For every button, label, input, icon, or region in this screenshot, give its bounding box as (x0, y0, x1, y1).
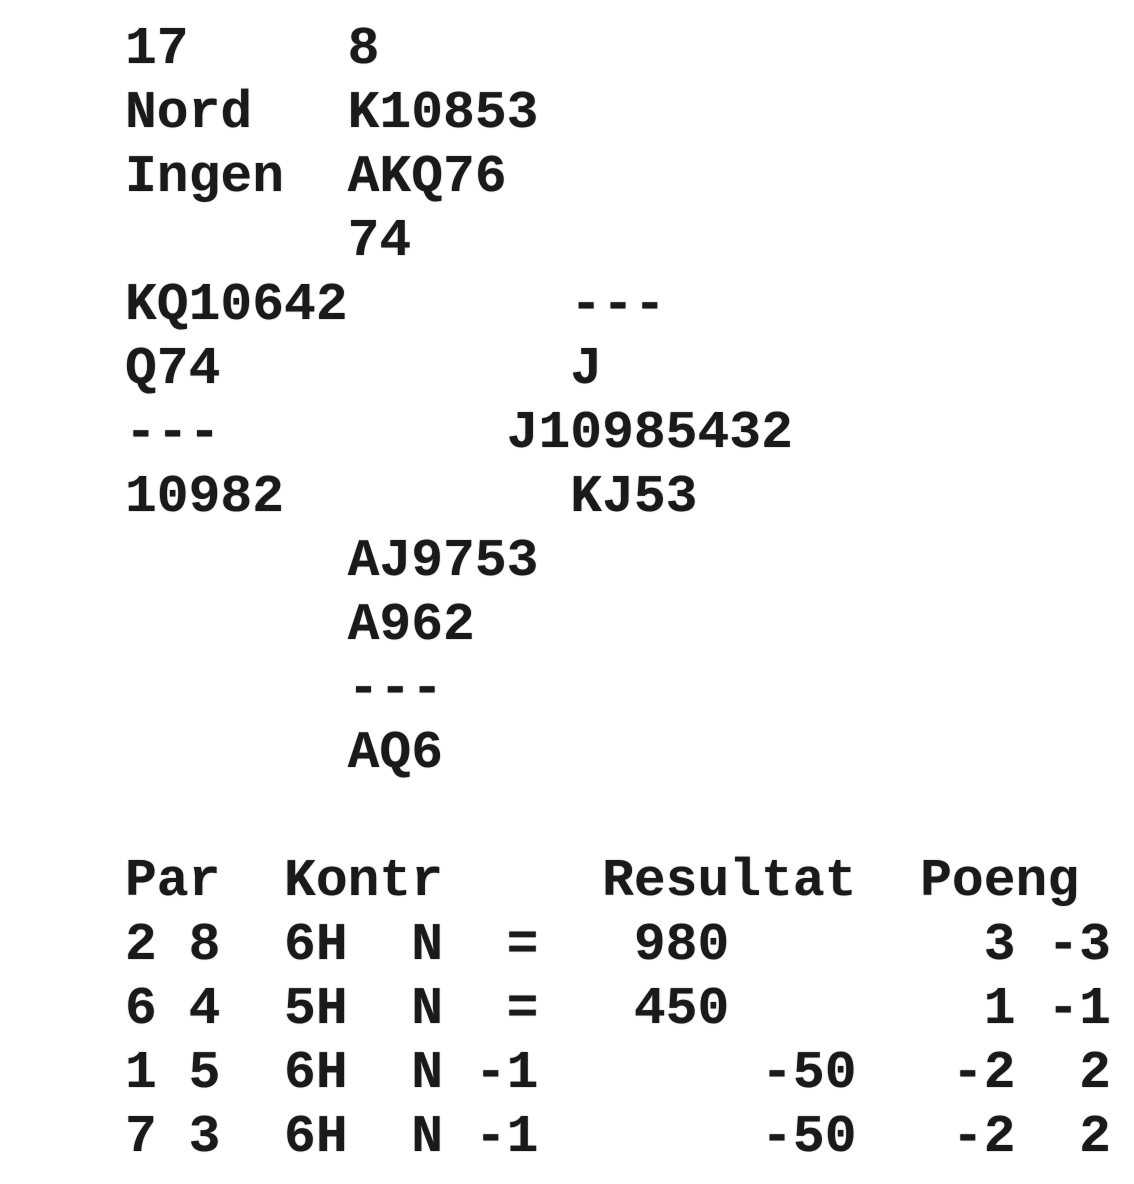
result-row-pair: 7 3 (125, 1107, 221, 1167)
result-row-points-1: 3 (983, 915, 1016, 975)
result-row-score: 980 (633, 915, 730, 975)
result-row-result: = (506, 915, 539, 975)
south-spades: AJ9753 (347, 531, 539, 591)
north-clubs: 74 (347, 211, 412, 271)
result-row-points-1: -2 (951, 1107, 1016, 1167)
result-row-declarer: N (411, 1043, 444, 1103)
result-row-pair: 6 4 (125, 979, 221, 1039)
west-hearts: Q74 (125, 339, 221, 399)
result-row-score: -50 (761, 1043, 857, 1103)
result-row-contract: 6H (284, 915, 348, 975)
west-diamonds: --- (125, 403, 221, 463)
west-spades: KQ10642 (125, 275, 348, 335)
results-header-par: Par (125, 851, 221, 911)
result-row-pair: 2 8 (125, 915, 221, 975)
east-hearts: J (570, 339, 603, 399)
result-row-points-1: 1 (983, 979, 1016, 1039)
result-row-result: -1 (474, 1043, 539, 1103)
board-number: 17 (125, 19, 189, 79)
results-header-kontr: Kontr (284, 851, 444, 911)
result-row-points-2: 2 (1079, 1043, 1111, 1103)
east-spades: --- (570, 275, 666, 335)
result-row-contract: 6H (284, 1043, 348, 1103)
result-row-score: -50 (761, 1107, 857, 1167)
result-row-contract: 6H (284, 1107, 348, 1167)
east-diamonds: J10985432 (506, 403, 793, 463)
result-row-points-2: -1 (1047, 979, 1111, 1039)
north-hearts: K10853 (347, 83, 539, 143)
dealer: Nord (125, 83, 253, 143)
result-row-points-1: -2 (951, 1043, 1016, 1103)
east-clubs: KJ53 (570, 467, 698, 527)
result-row-score: 450 (633, 979, 730, 1039)
result-row-points-2: 2 (1079, 1107, 1111, 1167)
results-header-resultat: Resultat (602, 851, 857, 911)
result-row-declarer: N (411, 1107, 444, 1167)
result-row-result: = (506, 979, 539, 1039)
result-row-declarer: N (411, 915, 444, 975)
south-hearts: A962 (347, 595, 475, 655)
north-diamonds: AKQ76 (347, 147, 507, 207)
vulnerability: Ingen (125, 147, 285, 207)
result-row-contract: 5H (284, 979, 348, 1039)
results-header-poeng: Poeng (920, 851, 1080, 911)
result-row-pair: 1 5 (125, 1043, 221, 1103)
south-diamonds: --- (347, 659, 444, 719)
result-row-declarer: N (411, 979, 444, 1039)
result-row-points-2: -3 (1047, 915, 1111, 975)
south-clubs: AQ6 (347, 723, 444, 783)
west-clubs: 10982 (125, 467, 285, 527)
north-spades: 8 (347, 19, 380, 79)
result-row-result: -1 (474, 1107, 539, 1167)
